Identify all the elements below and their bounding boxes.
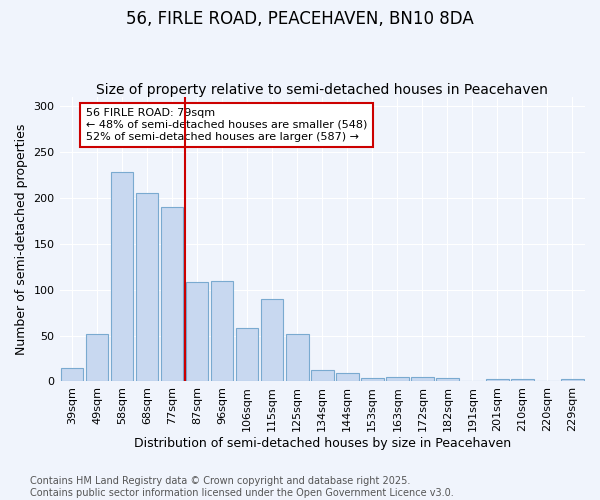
Y-axis label: Number of semi-detached properties: Number of semi-detached properties — [15, 124, 28, 355]
Bar — [161, 207, 184, 382]
X-axis label: Distribution of semi-detached houses by size in Peacehaven: Distribution of semi-detached houses by … — [134, 437, 511, 450]
Bar — [336, 373, 359, 382]
Bar — [411, 377, 434, 382]
Bar — [461, 380, 484, 382]
Bar — [186, 282, 208, 382]
Bar — [561, 378, 584, 382]
Bar — [111, 172, 133, 382]
Bar — [236, 328, 259, 382]
Bar — [511, 378, 534, 382]
Bar — [486, 378, 509, 382]
Bar — [136, 194, 158, 382]
Bar — [436, 378, 458, 382]
Bar — [86, 334, 109, 382]
Bar — [261, 299, 283, 382]
Bar — [536, 380, 559, 382]
Bar — [61, 368, 83, 382]
Title: Size of property relative to semi-detached houses in Peacehaven: Size of property relative to semi-detach… — [97, 83, 548, 97]
Bar — [211, 280, 233, 382]
Text: 56 FIRLE ROAD: 79sqm
← 48% of semi-detached houses are smaller (548)
52% of semi: 56 FIRLE ROAD: 79sqm ← 48% of semi-detac… — [86, 108, 367, 142]
Bar — [311, 370, 334, 382]
Bar — [286, 334, 308, 382]
Text: Contains HM Land Registry data © Crown copyright and database right 2025.
Contai: Contains HM Land Registry data © Crown c… — [30, 476, 454, 498]
Bar — [361, 378, 383, 382]
Bar — [386, 377, 409, 382]
Text: 56, FIRLE ROAD, PEACEHAVEN, BN10 8DA: 56, FIRLE ROAD, PEACEHAVEN, BN10 8DA — [126, 10, 474, 28]
